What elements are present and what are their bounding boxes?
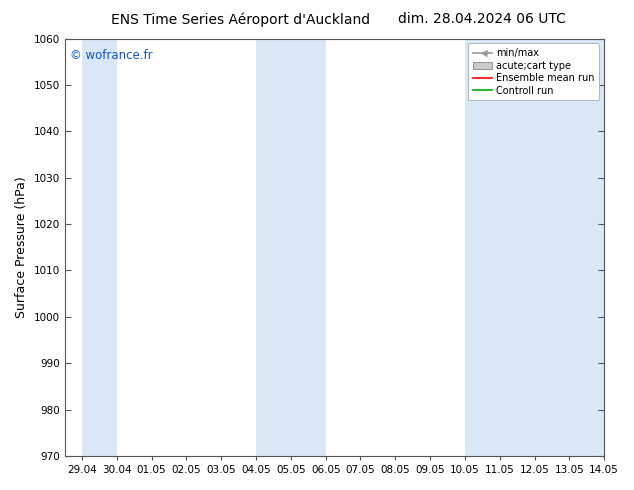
Bar: [82, 39, 117, 456]
Y-axis label: Surface Pressure (hPa): Surface Pressure (hPa): [15, 176, 28, 318]
Legend: min/max, acute;cart type, Ensemble mean run, Controll run: min/max, acute;cart type, Ensemble mean …: [468, 44, 599, 100]
Text: © wofrance.fr: © wofrance.fr: [70, 49, 153, 62]
Bar: [465, 39, 534, 456]
Text: ENS Time Series Aéroport d'Auckland: ENS Time Series Aéroport d'Auckland: [112, 12, 370, 27]
Bar: [256, 39, 326, 456]
Text: dim. 28.04.2024 06 UTC: dim. 28.04.2024 06 UTC: [398, 12, 566, 26]
Bar: [534, 39, 604, 456]
